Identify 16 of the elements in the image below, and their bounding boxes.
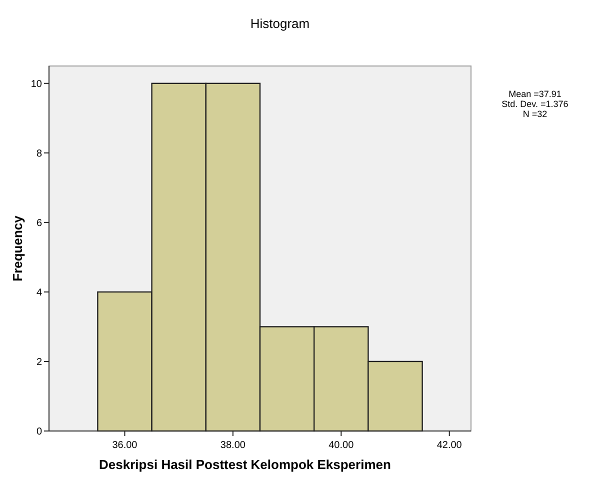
text: Std. Dev. =1.376	[502, 99, 568, 109]
y-axis-title: Frequency	[10, 214, 25, 282]
x-tick-label: 40.00	[328, 440, 354, 451]
x-tick-label: 38.00	[220, 440, 246, 451]
x-tick-label: 42.00	[436, 440, 462, 451]
y-tick-label: 4	[36, 287, 42, 298]
text: Mean =37.91	[508, 89, 562, 99]
chart-title: Histogram	[250, 16, 310, 31]
y-tick-label: 6	[36, 218, 42, 229]
text: N =32	[522, 109, 548, 119]
y-tick-label: 10	[30, 78, 42, 90]
y-tick-label: 2	[36, 356, 42, 368]
x-tick-label: 36.00	[112, 440, 138, 451]
y-tick-label: 0	[36, 426, 42, 438]
y-tick-label: 8	[36, 148, 42, 160]
x-axis-title: Deskripsi Hasil Posttest Kelompok Eksperimen	[99, 457, 391, 472]
